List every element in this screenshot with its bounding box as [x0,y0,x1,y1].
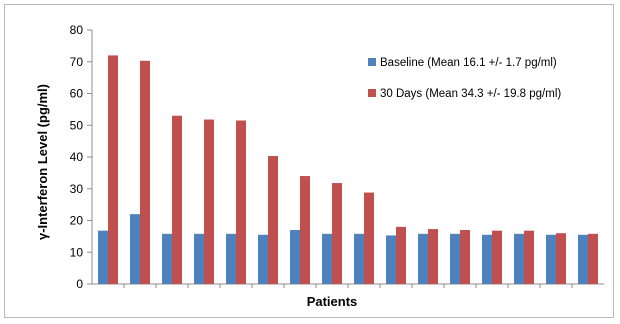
baseline-bar [194,233,204,284]
y-tick-label: 30 [70,182,84,196]
legend-label: Baseline (Mean 16.1 +/- 1.7 pg/ml) [380,57,557,69]
day30-bar [396,226,406,284]
bars [98,55,598,288]
day30-bar [172,115,182,284]
baseline-bar [578,234,588,284]
legend-swatch [368,89,376,97]
y-tick-labels: 0 10 20 30 40 50 60 70 80 [70,23,92,291]
baseline-bar [162,233,172,284]
baseline-bar [386,235,396,284]
y-axis-title: γ-Interferon Level (pg/ml) [35,84,50,240]
legend-swatch [368,58,376,66]
day30-bar [524,230,534,284]
y-tick-label: 80 [70,23,84,37]
baseline-bar [226,233,236,284]
y-tick-label: 10 [70,245,84,259]
y-tick-label: 40 [70,150,84,164]
day30-bar [492,230,502,284]
day30-bar [204,119,214,284]
day30-bar [428,229,438,284]
legend: Baseline (Mean 16.1 +/- 1.7 pg/ml) 30 Day… [368,57,561,100]
day30-bar [108,55,118,285]
y-tick-label: 50 [70,118,84,132]
baseline-bar [322,233,332,284]
y-tick-label: 20 [70,214,84,228]
day30-bar [236,120,246,284]
day30-bar [332,183,342,284]
x-axis-title: Patients [307,294,358,309]
day30-bar [588,233,598,284]
day30-bar [460,230,470,284]
day30-bar [140,60,150,284]
baseline-bar [482,234,492,284]
baseline-bar [258,234,268,284]
y-tick-label: 60 [70,87,84,101]
baseline-bar [290,230,300,284]
legend-label: 30 Days (Mean 34.3 +/- 19.8 pg/ml) [380,88,561,100]
day30-bar [364,192,374,284]
baseline-bar [546,234,556,284]
day30-bar [556,233,566,284]
y-tick-label: 0 [76,277,83,291]
baseline-bar [418,233,428,284]
y-tick-label: 70 [70,55,84,69]
baseline-bar [450,233,460,284]
baseline-bar [98,230,108,284]
baseline-bar [354,233,364,284]
baseline-bar [130,214,140,284]
day30-bar [300,176,310,284]
baseline-bar [514,233,524,284]
day30-bar [268,156,278,284]
